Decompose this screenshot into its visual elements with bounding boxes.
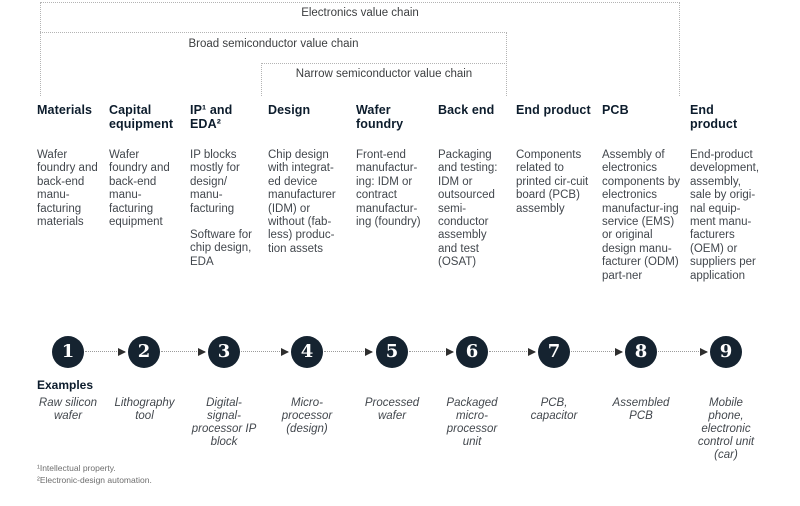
column-header-design: Design bbox=[268, 103, 311, 117]
description-text: End-product development, assembly, sale … bbox=[690, 149, 760, 282]
step-circle-9: 9 bbox=[710, 336, 742, 368]
description-text: Chip design with integrat-ed device manu… bbox=[268, 149, 336, 255]
bracket-broad-semiconductor-value-chain: Broad semiconductor value chain bbox=[40, 32, 507, 96]
bracket-label: Electronics value chain bbox=[301, 3, 419, 19]
column-description-back-end: Packaging and testing: IDM or outsourced… bbox=[438, 149, 516, 283]
step-circle-5: 5 bbox=[376, 336, 408, 368]
column-headers-row: Materials Capital equipment IP¹ and EDA²… bbox=[0, 103, 800, 131]
step-circle-6: 6 bbox=[456, 336, 488, 368]
column-header-ip-and-eda: IP¹ and EDA² bbox=[190, 103, 233, 131]
description-text: Software for chip design, EDA bbox=[190, 229, 252, 268]
column-header-end-product: End product bbox=[690, 103, 738, 131]
step-circle-7: 7 bbox=[538, 336, 570, 368]
step-example-3: Digital-signal-processor IP block bbox=[191, 397, 257, 448]
flow-arrow-icon-3 bbox=[241, 347, 289, 356]
step-example-7: PCB, capacitor bbox=[530, 397, 578, 422]
bracket-narrow-semiconductor-value-chain: Narrow semiconductor value chain bbox=[261, 63, 507, 96]
column-header-pcb: PCB bbox=[602, 103, 629, 117]
column-header-end-product-components: End product bbox=[516, 103, 591, 117]
footnote-2: ²Electronic-design automation. bbox=[37, 475, 152, 485]
flow-arrow-icon-6 bbox=[489, 347, 536, 356]
step-example-6: Packaged micro-processor unit bbox=[446, 397, 498, 448]
flow-arrow-icon-4 bbox=[324, 347, 373, 356]
column-description-materials: Wafer foundry and back-end manu-facturin… bbox=[37, 149, 109, 283]
flow-arrow-icon-1 bbox=[85, 347, 126, 356]
step-example-2: Lithography tool bbox=[114, 397, 175, 422]
step-example-4: Micro-processor (design) bbox=[281, 397, 333, 435]
process-flow-row: 1 2 3 4 5 6 7 8 9 bbox=[0, 336, 800, 368]
flow-arrow-icon-2 bbox=[161, 347, 206, 356]
step-example-9: Mobile phone, electronic control unit (c… bbox=[697, 397, 755, 461]
footnotes: ¹Intellectual property. ²Electronic-desi… bbox=[37, 462, 152, 486]
step-circle-4: 4 bbox=[291, 336, 323, 368]
bracket-electronics-value-chain: Electronics value chain bbox=[40, 2, 680, 96]
column-header-wafer-foundry: Wafer foundry bbox=[356, 103, 404, 131]
description-text: Wafer foundry and back-end manu-facturin… bbox=[37, 149, 98, 229]
column-description-design: Chip design with integrat-ed device manu… bbox=[268, 149, 356, 283]
step-circle-1: 1 bbox=[52, 336, 84, 368]
description-text: Front-end manufactur-ing: IDM or contrac… bbox=[356, 149, 421, 229]
column-description-ip-and-eda: IP blocks mostly for design/ manu-factur… bbox=[190, 149, 268, 283]
flow-arrow-icon-5 bbox=[409, 347, 454, 356]
flow-arrow-icon-7 bbox=[571, 347, 623, 356]
column-description-capital-equipment: Wafer foundry and back-end manu-facturin… bbox=[109, 149, 190, 283]
description-text: Packaging and testing: IDM or outsourced… bbox=[438, 149, 498, 269]
column-description-pcb: Assembly of electronics components by el… bbox=[602, 149, 690, 283]
flow-arrow-icon-8 bbox=[658, 347, 708, 356]
step-example-8: Assembled PCB bbox=[612, 397, 670, 422]
description-text: Wafer foundry and back-end manu-facturin… bbox=[109, 149, 170, 229]
step-example-5: Processed wafer bbox=[364, 397, 420, 422]
step-circle-8: 8 bbox=[625, 336, 657, 368]
description-text: Assembly of electronics components by el… bbox=[602, 149, 680, 282]
description-text: Components related to printed cir-cuit b… bbox=[516, 149, 589, 215]
bracket-label: Narrow semiconductor value chain bbox=[295, 64, 473, 80]
step-circle-3: 3 bbox=[208, 336, 240, 368]
step-circle-2: 2 bbox=[128, 336, 160, 368]
step-example-1: Raw silicon wafer bbox=[38, 397, 98, 422]
column-header-capital-equipment: Capital equipment bbox=[109, 103, 174, 131]
column-header-back-end: Back end bbox=[438, 103, 495, 117]
column-description-wafer-foundry: Front-end manufactur-ing: IDM or contrac… bbox=[356, 149, 438, 283]
examples-row: Raw silicon wafer Lithography tool Digit… bbox=[0, 397, 800, 462]
description-text: IP blocks mostly for design/ manu-factur… bbox=[190, 149, 240, 215]
column-header-materials: Materials bbox=[37, 103, 93, 117]
column-description-end-product: End-product development, assembly, sale … bbox=[690, 149, 772, 283]
bracket-label: Broad semiconductor value chain bbox=[188, 33, 359, 50]
examples-heading: Examples bbox=[37, 378, 94, 392]
column-description-end-product-components: Components related to printed cir-cuit b… bbox=[516, 149, 602, 283]
column-descriptions-row: Wafer foundry and back-end manu-facturin… bbox=[0, 149, 800, 283]
footnote-1: ¹Intellectual property. bbox=[37, 463, 116, 473]
